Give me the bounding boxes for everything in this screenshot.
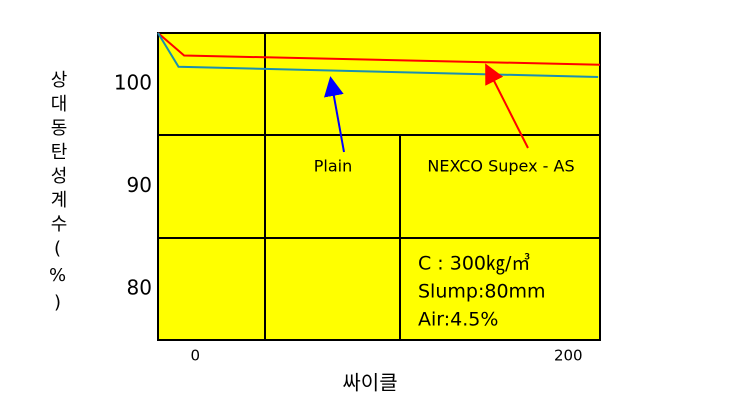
annotation: Air:4.5% bbox=[418, 309, 498, 331]
x-axis-label: 싸이클 bbox=[342, 371, 397, 395]
annotation: Plain bbox=[314, 157, 352, 176]
arrow bbox=[485, 63, 529, 149]
y-tick-label: 100 bbox=[114, 71, 152, 95]
plot-area bbox=[157, 32, 601, 341]
y-tick-label: 90 bbox=[127, 173, 152, 197]
series-line bbox=[157, 32, 599, 79]
arrow bbox=[324, 76, 345, 153]
series-line bbox=[157, 32, 601, 66]
annotation: C : 300㎏/㎥ bbox=[418, 253, 530, 275]
x-tick-label: 200 bbox=[554, 347, 583, 365]
y-tick-label: 80 bbox=[127, 275, 152, 299]
annotation: Slump:80mm bbox=[418, 281, 546, 303]
y-axis-label: 상대동탄성계수(%) bbox=[47, 70, 68, 319]
grid bbox=[158, 33, 600, 340]
annotation: NEXCO Supex - AS bbox=[427, 157, 574, 176]
x-tick-label: 0 bbox=[191, 347, 201, 365]
